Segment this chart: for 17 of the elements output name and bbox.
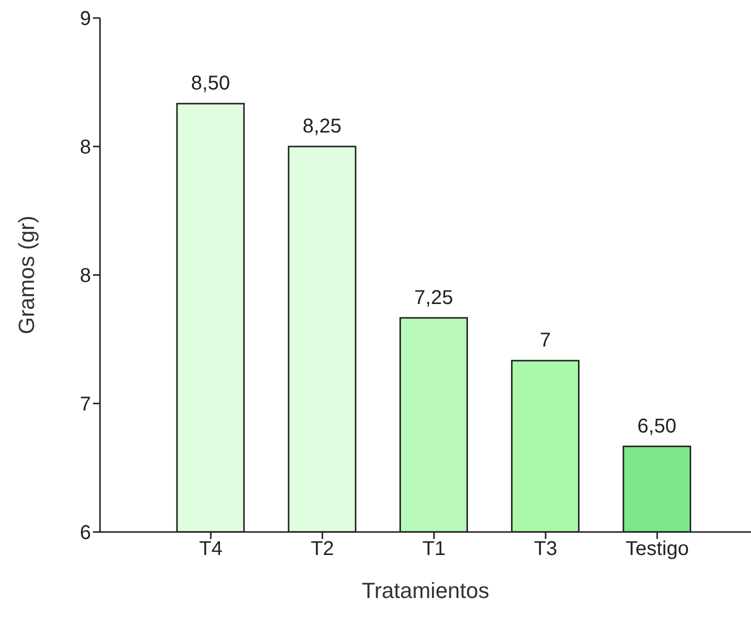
data-label: 7	[540, 330, 551, 352]
x-tick-label: Testigo	[626, 538, 689, 560]
y-tick-label: 9	[80, 8, 91, 30]
data-label: 7,25	[414, 286, 454, 309]
x-tick-label: T2	[310, 538, 334, 560]
x-tick-label: T4	[199, 538, 222, 560]
data-label: 8,25	[302, 116, 342, 138]
data-label: 8,50	[191, 72, 230, 95]
y-tick-label: 7	[80, 394, 91, 416]
y-tick-label: 6	[80, 522, 91, 544]
data-label: 6,50	[637, 415, 676, 438]
y-tick-label: 8	[80, 136, 91, 159]
x-tick-label: T3	[534, 538, 558, 560]
y-tick-label: 8	[80, 265, 91, 288]
x-tick-label: T1	[422, 538, 446, 560]
x-axis-title: Tratamientos	[362, 578, 490, 603]
y-axis-title: Gramos (gr)	[14, 216, 39, 334]
